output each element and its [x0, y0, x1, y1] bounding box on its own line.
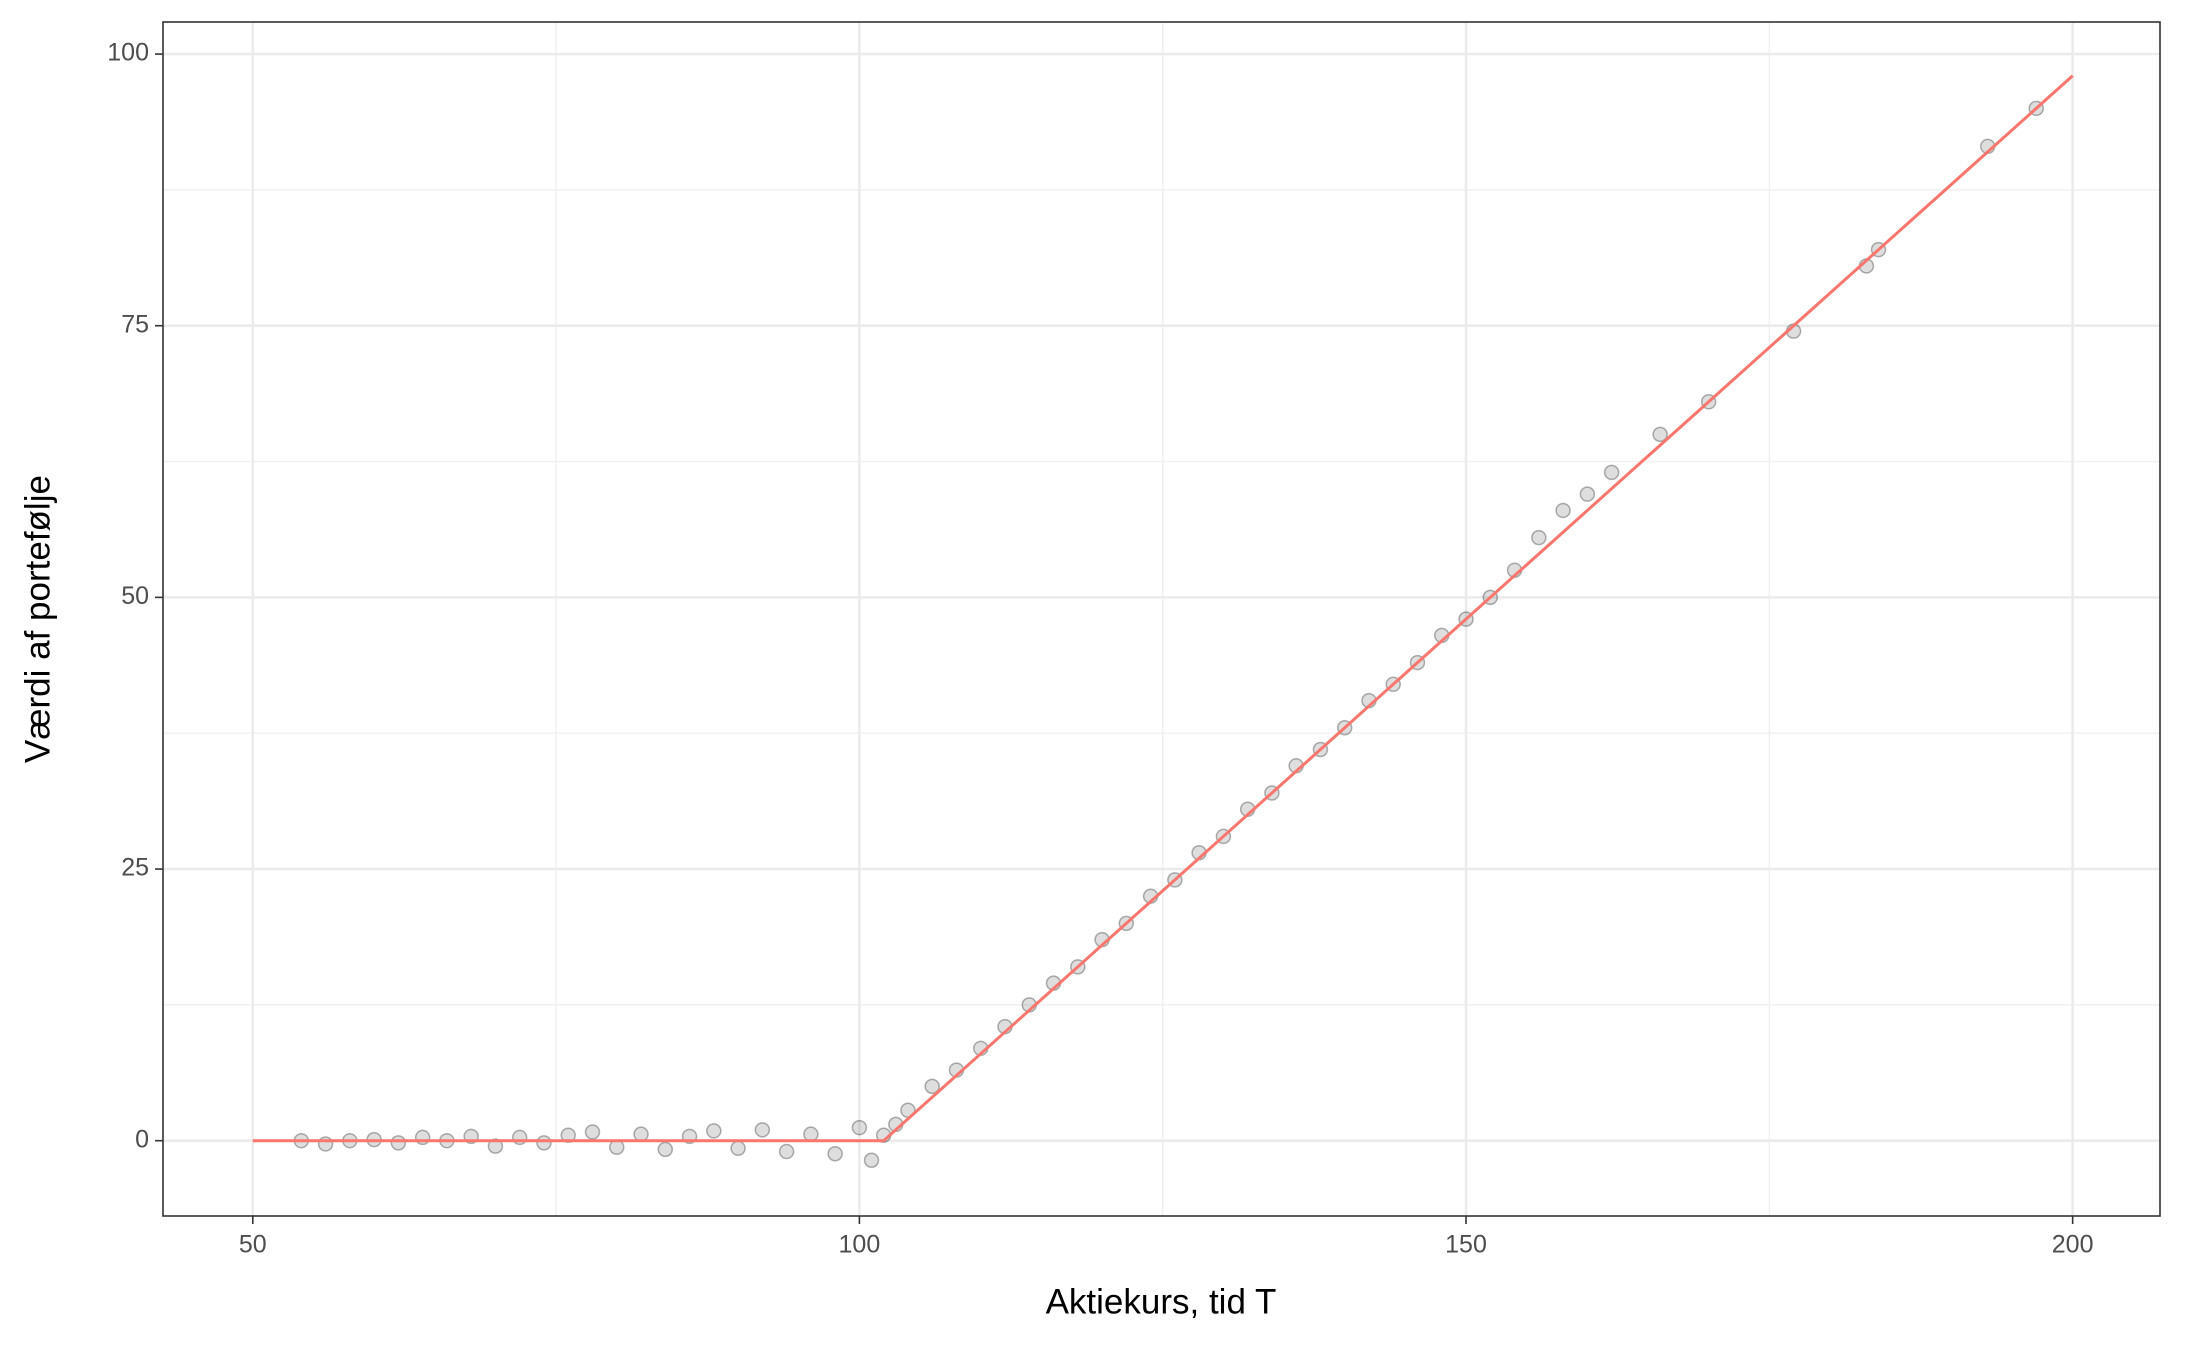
point — [924, 1078, 940, 1095]
point — [1603, 464, 1620, 481]
y-tick-label: 25 — [121, 854, 149, 882]
point — [863, 1152, 880, 1169]
y-tick-label: 100 — [107, 39, 149, 67]
point — [1555, 502, 1571, 519]
point — [390, 1135, 407, 1151]
x-tick-label: 50 — [239, 1231, 267, 1259]
point — [851, 1119, 868, 1136]
point — [536, 1135, 552, 1151]
marks — [252, 74, 2074, 1169]
point — [1652, 426, 1668, 443]
grid — [163, 22, 2160, 1216]
y-tick-label: 0 — [135, 1125, 149, 1153]
point — [317, 1136, 334, 1152]
point — [754, 1122, 771, 1138]
point — [730, 1140, 746, 1157]
y-tick-label: 75 — [121, 310, 149, 338]
point — [511, 1129, 528, 1146]
point — [487, 1138, 504, 1154]
point — [560, 1127, 576, 1144]
x-tick-label: 150 — [1445, 1231, 1487, 1259]
point — [778, 1143, 795, 1160]
point — [414, 1129, 431, 1146]
point — [584, 1124, 601, 1140]
point — [706, 1123, 722, 1139]
axes: 50 100 150 200 0 25 50 75 100 — [107, 39, 2093, 1259]
point — [1531, 529, 1547, 546]
point — [827, 1145, 843, 1162]
point — [609, 1139, 625, 1155]
y-axis-title: Værdi af portefølje — [18, 475, 57, 763]
point — [633, 1126, 649, 1142]
payoff-line — [252, 74, 2074, 1143]
point — [803, 1126, 819, 1142]
point — [1579, 486, 1596, 502]
y-tick-label: 50 — [121, 582, 149, 610]
x-tick-label: 200 — [2052, 1231, 2094, 1259]
x-axis-title: Aktiekurs, tid T — [1046, 1282, 1277, 1321]
x-tick-label: 100 — [839, 1231, 881, 1259]
point — [657, 1141, 674, 1158]
plot-border — [162, 21, 2161, 1217]
